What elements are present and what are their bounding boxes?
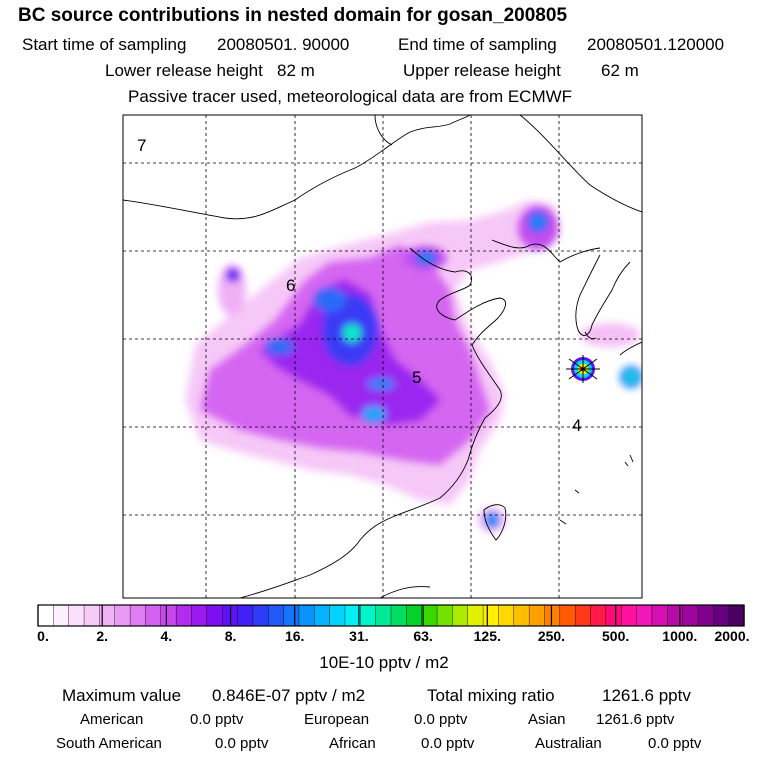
region-name-european: European [304,711,370,728]
colorbar-swatch [406,604,423,627]
colorbar-tick-label: 16. [284,628,305,644]
colorbar [37,604,745,627]
colorbar-swatch [283,604,300,627]
colorbar-swatch [390,604,407,627]
colorbar-swatch [298,604,315,627]
colorbar-swatch [544,604,561,627]
colorbar-unit: 10E-10 pptv / m2 [319,653,449,672]
colorbar-tick-label: 0. [37,628,49,644]
colorbar-tick-label: 2000. [714,628,750,644]
region-value-asian: 1261.6 pptv [596,711,675,728]
lower-height-value: 82 m [277,61,315,80]
colorbar-swatch [252,604,269,627]
colorbar-swatch [206,604,223,627]
colorbar-swatch [375,604,392,627]
colorbar-swatch [191,604,208,627]
plume-core [227,213,642,527]
end-time-value: 20080501.120000 [587,35,725,54]
colorbar-tick-label: 4. [160,628,173,644]
colorbar-swatch [713,604,730,627]
colorbar-tick-label: 500. [602,628,630,644]
colorbar-swatch [513,604,530,627]
colorbar-swatch [621,604,638,627]
colorbar-swatch [528,604,546,627]
region-label-5: 5 [412,368,421,387]
end-time-label: End time of sampling [398,35,557,54]
region-label-4: 4 [572,416,581,435]
colorbar-swatch [83,604,100,627]
region-value-american: 0.0 pptv [190,711,244,728]
coastlines [123,115,642,598]
colorbar-swatch [667,604,684,627]
start-time-label: Start time of sampling [22,35,187,54]
figure-title: BC source contributions in nested domain… [18,5,568,26]
region-value-european: 0.0 pptv [414,711,468,728]
colorbar-swatch [145,604,162,627]
region-name-african: African [329,735,376,752]
colorbar-swatch [129,604,147,627]
colorbar-swatch [559,604,576,627]
colorbar-swatch [467,604,484,627]
region-value-australian: 0.0 pptv [648,735,702,752]
max-value-label: Maximum value [62,686,182,705]
colorbar-swatch [421,604,438,627]
total-mixing-label: Total mixing ratio [427,686,555,705]
colorbar-swatch [636,604,653,627]
receptor-marker [566,355,600,383]
max-value: 0.846E-07 pptv / m2 [212,686,366,705]
colorbar-swatch [498,604,515,627]
colorbar-swatch [114,604,131,627]
region-value-african: 0.0 pptv [421,735,475,752]
colorbar-tick-label: 1000. [662,628,698,644]
region-label-6: 6 [286,276,295,295]
colorbar-swatch [68,604,85,627]
upper-height-label: Upper release height [403,61,561,80]
colorbar-swatch [53,604,70,627]
colorbar-swatch [590,604,607,627]
lower-height-label: Lower release height [105,61,263,80]
colorbar-swatch [37,604,54,627]
region-name-american: American [80,711,144,728]
colorbar-swatch [482,604,500,627]
plume-layer [123,115,642,598]
colorbar-swatch [682,604,699,627]
colorbar-swatch [329,604,346,627]
grid-lines [123,115,642,598]
colorbar-swatch [268,604,285,627]
colorbar-tick-label: 31. [349,628,369,644]
colorbar-swatch [574,604,592,627]
colorbar-swatch [314,604,331,627]
colorbar-swatch [728,604,745,627]
colorbar-tick-label: 125. [473,628,501,644]
region-name-australian: Australian [535,735,602,752]
colorbar-swatch [697,604,714,627]
colorbar-swatch [651,604,668,627]
colorbar-major-ticks [37,605,745,626]
colorbar-swatch [436,604,453,627]
region-label-7: 7 [137,136,146,155]
colorbar-swatch [452,604,469,627]
colorbar-swatch [237,604,254,627]
start-time-value: 20080501. 90000 [217,35,350,54]
colorbar-swatch [360,604,377,627]
colorbar-tick-label: 250. [537,628,566,644]
upper-height-value: 62 m [601,61,639,80]
colorbar-swatch [160,604,177,627]
tracer-note: Passive tracer used, meteorological data… [128,87,573,106]
region-value-south-american: 0.0 pptv [215,735,269,752]
colorbar-swatch [605,604,622,627]
colorbar-tick-label: 8. [224,628,237,644]
colorbar-swatch [175,604,193,627]
region-name-asian: Asian [528,711,566,728]
colorbar-tick-label: 63. [413,628,433,644]
colorbar-tick-label: 2. [96,628,109,644]
total-mixing-value: 1261.6 pptv [602,686,691,705]
map-frame [122,114,643,599]
region-name-south-american: South American [56,735,162,752]
